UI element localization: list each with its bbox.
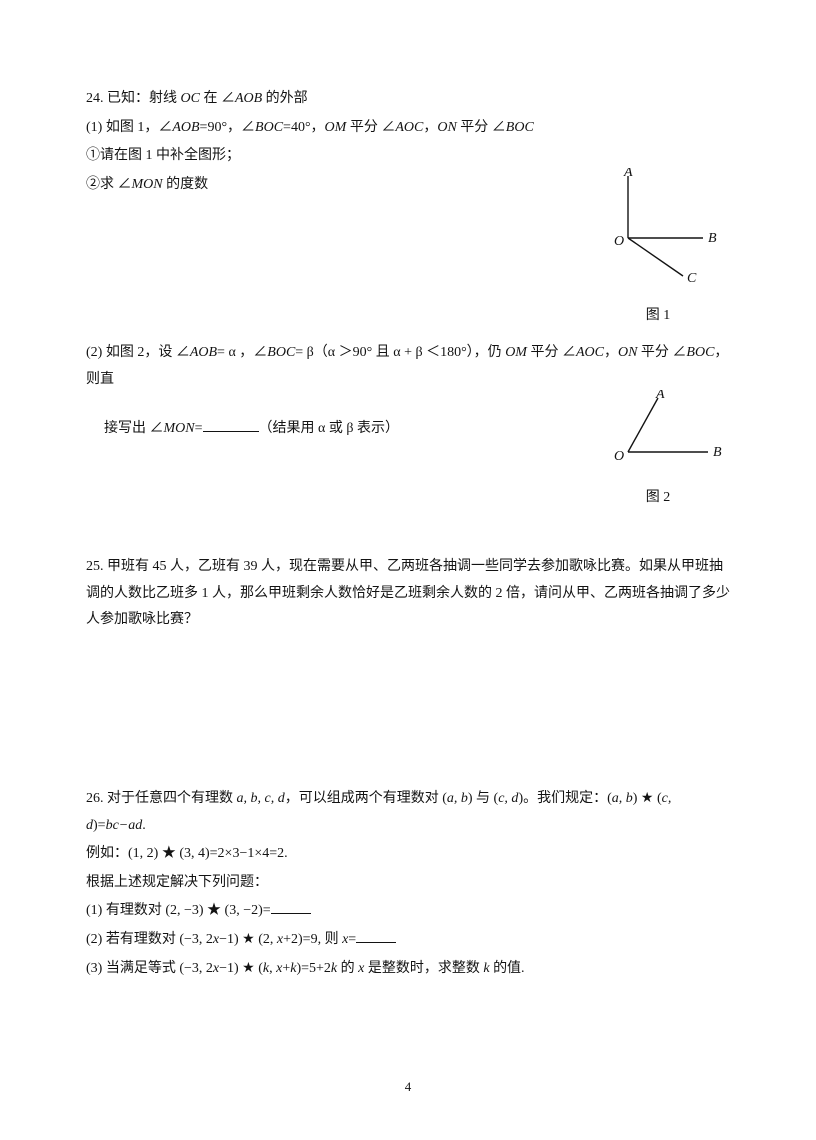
fig2-label-A: A	[655, 390, 665, 402]
figure-2-svg: A O B	[588, 390, 728, 470]
q24-part2-line1: (2) 如图 2，设 ∠AOB= α ，∠BOC= β（α ＞90° 且 α +…	[86, 340, 730, 393]
figure-1-svg: A O B C	[588, 168, 728, 288]
fig1-label-O: O	[614, 234, 624, 249]
q26-example: 例如：(1, 2) ★ (3, 4)=2×3−1×4=2.	[86, 841, 730, 868]
fig2-label-B: B	[713, 445, 722, 460]
figure-2-caption: 图 2	[588, 485, 728, 512]
blank-p1	[271, 900, 311, 914]
q25-text: 25. 甲班有 45 人，乙班有 39 人，现在需要从甲、乙两班各抽调一些同学去…	[86, 554, 730, 634]
page-number: 4	[0, 1075, 816, 1100]
q26-p1: (1) 有理数对 (2, −3) ★ (3, −2)=	[86, 898, 730, 925]
blank-p2	[356, 929, 396, 943]
figure-1-caption: 图 1	[588, 303, 728, 330]
fig2-label-O: O	[614, 449, 624, 464]
fig1-label-A: A	[623, 168, 633, 180]
q24-line2: (1) 如图 1，∠AOB=90°，∠BOC=40°，OM 平分 ∠AOC，ON…	[86, 115, 730, 142]
q24-line3: ①请在图 1 中补全图形；	[86, 143, 730, 170]
q26-intro: 26. 对于任意四个有理数 a, b, c, d，可以组成两个有理数对 (a, …	[86, 786, 730, 839]
fig1-label-B: B	[708, 231, 717, 246]
blank-mon	[203, 418, 259, 432]
q26-p2: (2) 若有理数对 (−3, 2x−1) ★ (2, x+2)=9, 则 x=	[86, 927, 730, 954]
figure-1: A O B C 图 1	[588, 168, 728, 329]
q26-p3: (3) 当满足等式 (−3, 2x−1) ★ (k, x+k)=5+2k 的 x…	[86, 956, 730, 983]
fig1-label-C: C	[687, 271, 697, 286]
q26-prompt: 根据上述规定解决下列问题：	[86, 870, 730, 897]
figure-2: A O B 图 2	[588, 390, 728, 511]
q24-line1: 24. 已知：射线 OC 在 ∠AOB 的外部	[86, 86, 730, 113]
